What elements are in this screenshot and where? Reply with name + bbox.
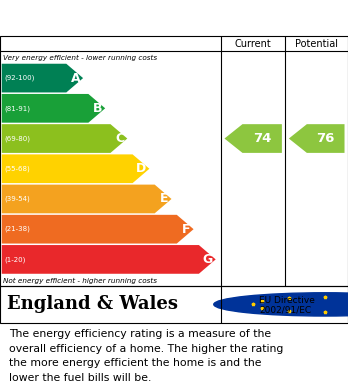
Text: England & Wales: England & Wales <box>7 295 178 314</box>
Text: (69-80): (69-80) <box>4 135 30 142</box>
Text: (55-68): (55-68) <box>4 165 30 172</box>
Text: D: D <box>136 162 147 175</box>
Polygon shape <box>2 64 83 92</box>
Text: Very energy efficient - lower running costs: Very energy efficient - lower running co… <box>3 54 158 61</box>
Text: Not energy efficient - higher running costs: Not energy efficient - higher running co… <box>3 278 158 284</box>
Polygon shape <box>2 185 172 213</box>
Circle shape <box>214 293 348 316</box>
Polygon shape <box>2 124 127 153</box>
Text: (21-38): (21-38) <box>4 226 30 232</box>
Text: (1-20): (1-20) <box>4 256 25 263</box>
Text: C: C <box>116 132 125 145</box>
Text: (39-54): (39-54) <box>4 196 30 202</box>
Polygon shape <box>224 124 282 153</box>
Text: EU Directive: EU Directive <box>259 296 315 305</box>
Polygon shape <box>2 154 149 183</box>
Text: A: A <box>71 72 80 84</box>
Text: B: B <box>93 102 102 115</box>
Text: Current: Current <box>235 39 271 49</box>
Polygon shape <box>289 124 345 153</box>
Text: 76: 76 <box>316 132 335 145</box>
Text: Potential: Potential <box>295 39 338 49</box>
Text: E: E <box>160 192 169 205</box>
Polygon shape <box>2 215 193 244</box>
Text: F: F <box>182 223 191 236</box>
Text: 2002/91/EC: 2002/91/EC <box>259 305 311 314</box>
Text: 74: 74 <box>253 132 271 145</box>
Text: (81-91): (81-91) <box>4 105 30 111</box>
Text: The energy efficiency rating is a measure of the
overall efficiency of a home. T: The energy efficiency rating is a measur… <box>9 329 283 383</box>
Polygon shape <box>2 245 216 274</box>
Text: Energy Efficiency Rating: Energy Efficiency Rating <box>9 11 230 26</box>
Polygon shape <box>2 94 105 123</box>
Text: G: G <box>203 253 213 266</box>
Text: (92-100): (92-100) <box>4 75 34 81</box>
